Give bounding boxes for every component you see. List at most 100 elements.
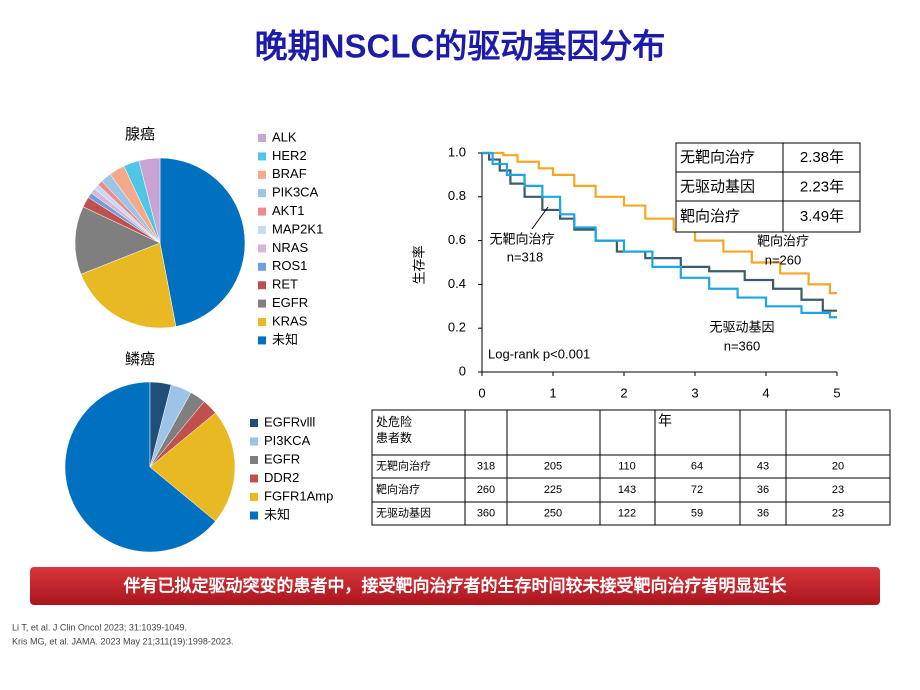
legend-label: 未知 xyxy=(272,332,298,347)
risk-table-cell: 260 xyxy=(477,484,495,496)
risk-table-cell: 110 xyxy=(618,460,636,472)
legend-swatch xyxy=(250,437,258,446)
survival-curve xyxy=(482,151,837,319)
x-tick-label: 5 xyxy=(833,385,840,400)
curve-label: 靶向治疗 xyxy=(757,233,809,248)
legend-swatch xyxy=(258,189,266,198)
legend-label: ROS1 xyxy=(272,258,307,273)
y-tick-label: 0.6 xyxy=(448,232,466,247)
pie-slice xyxy=(159,157,246,327)
legend-swatch xyxy=(258,336,266,345)
x-tick-label: 4 xyxy=(762,385,769,400)
legend-label: FGFR1Amp xyxy=(264,488,333,503)
x-tick-label: 3 xyxy=(691,385,698,400)
risk-table-cell: 205 xyxy=(544,460,562,472)
pie-slice xyxy=(80,242,177,329)
risk-table-header: 处危险 xyxy=(376,414,412,429)
curve-n-label: n=318 xyxy=(507,249,544,264)
curve-label: 无靶向治疗 xyxy=(489,231,554,246)
legend-label: 未知 xyxy=(264,507,290,522)
legend-swatch xyxy=(250,419,258,427)
x-tick-label: 1 xyxy=(549,385,556,400)
legend-swatch xyxy=(258,170,266,179)
legend-label: MAP2K1 xyxy=(272,221,323,236)
risk-table-label: 靶向治疗 xyxy=(376,482,420,496)
legend-label: AKT1 xyxy=(272,203,305,218)
legend-label: BRAF xyxy=(272,166,307,181)
legend-label: EGFR xyxy=(264,451,300,466)
x-tick-label: 2 xyxy=(620,385,627,400)
risk-table-cell: 250 xyxy=(544,507,562,519)
risk-table-label: 无驱动基因 xyxy=(376,506,431,519)
log-rank-label: Log-rank p<0.001 xyxy=(488,346,590,361)
x-axis-label: 年 xyxy=(658,413,672,429)
legend-swatch xyxy=(250,493,258,501)
median-table-label: 无靶向治疗 xyxy=(680,149,755,166)
y-tick-label: 0.2 xyxy=(448,320,466,335)
risk-table-cell: 36 xyxy=(757,484,769,496)
curve-label: 无驱动基因 xyxy=(709,319,774,334)
risk-table-box xyxy=(371,409,891,526)
risk-table-cell: 64 xyxy=(691,460,703,472)
legend-swatch xyxy=(258,262,266,271)
pie-slice xyxy=(64,381,216,553)
legend-swatch xyxy=(258,244,266,253)
risk-table-cell: 122 xyxy=(618,507,636,519)
legend-label: EGFR xyxy=(272,295,308,310)
legend-swatch xyxy=(250,456,258,464)
pie-slice xyxy=(138,157,161,244)
pie-slice xyxy=(149,381,172,468)
legend-label: NRAS xyxy=(272,240,308,255)
legend-label: PIK3CA xyxy=(272,185,319,200)
legend-label: DDR2 xyxy=(264,470,299,485)
risk-table-header: 患者数 xyxy=(376,430,412,445)
median-table-value: 3.49年 xyxy=(800,208,844,225)
leader-line xyxy=(531,206,549,230)
median-table-label: 无驱动基因 xyxy=(680,178,755,195)
y-tick-label: 1.0 xyxy=(448,144,466,159)
legend-swatch xyxy=(258,281,266,290)
risk-table-cell: 23 xyxy=(832,507,844,519)
median-table-value: 2.38年 xyxy=(800,149,844,166)
risk-table-label: 无靶向治疗 xyxy=(376,458,431,472)
curve-n-label: n=260 xyxy=(765,252,802,267)
x-tick-label: 0 xyxy=(478,385,485,400)
reference: Li T, et al. J Clin Oncol 2023; 31:1039-… xyxy=(12,622,187,632)
risk-table-cell: 225 xyxy=(544,484,562,496)
legend-label: RET xyxy=(272,277,298,292)
risk-table-cell: 318 xyxy=(477,460,495,472)
risk-table-cell: 43 xyxy=(757,460,769,472)
legend-swatch xyxy=(258,134,266,142)
legend-swatch xyxy=(250,474,258,483)
legend-swatch xyxy=(258,299,266,308)
risk-table-cell: 360 xyxy=(477,507,495,519)
pie-slice xyxy=(74,206,161,275)
median-table-box xyxy=(675,142,861,233)
banner-text: 伴有已拟定驱动突变的患者中，接受靶向治疗者的生存时间较未接受靶向治疗者明显延长 xyxy=(123,575,788,595)
median-table-label: 靶向治疗 xyxy=(680,208,740,225)
survival-curve xyxy=(482,151,837,295)
risk-table-cell: 36 xyxy=(757,507,769,519)
y-tick-label: 0 xyxy=(459,363,466,378)
legend-label: ALK xyxy=(272,129,297,144)
legend-label: PI3KCA xyxy=(264,433,311,448)
risk-table-cell: 23 xyxy=(832,484,844,496)
legend-label: EGFRvlll xyxy=(264,414,315,429)
reference: Kris MG, et al. JAMA. 2023 May 21;311(19… xyxy=(12,636,233,646)
legend-swatch xyxy=(258,207,266,216)
pie-title: 腺癌 xyxy=(125,126,155,143)
curve-n-label: n=360 xyxy=(724,338,761,353)
y-axis-label: 生存率 xyxy=(411,245,426,284)
legend-swatch xyxy=(258,318,266,326)
y-tick-label: 0.4 xyxy=(448,276,466,291)
legend-swatch xyxy=(250,511,258,520)
risk-table-cell: 20 xyxy=(832,460,844,472)
legend-swatch xyxy=(258,152,266,161)
y-tick-label: 0.8 xyxy=(448,188,466,203)
slide-title: 晚期NSCLC的驱动基因分布 xyxy=(255,28,666,65)
risk-table-cell: 59 xyxy=(691,507,703,519)
risk-table-cell: 143 xyxy=(618,484,636,496)
banner-box xyxy=(30,567,880,605)
risk-table-cell: 72 xyxy=(691,484,703,496)
